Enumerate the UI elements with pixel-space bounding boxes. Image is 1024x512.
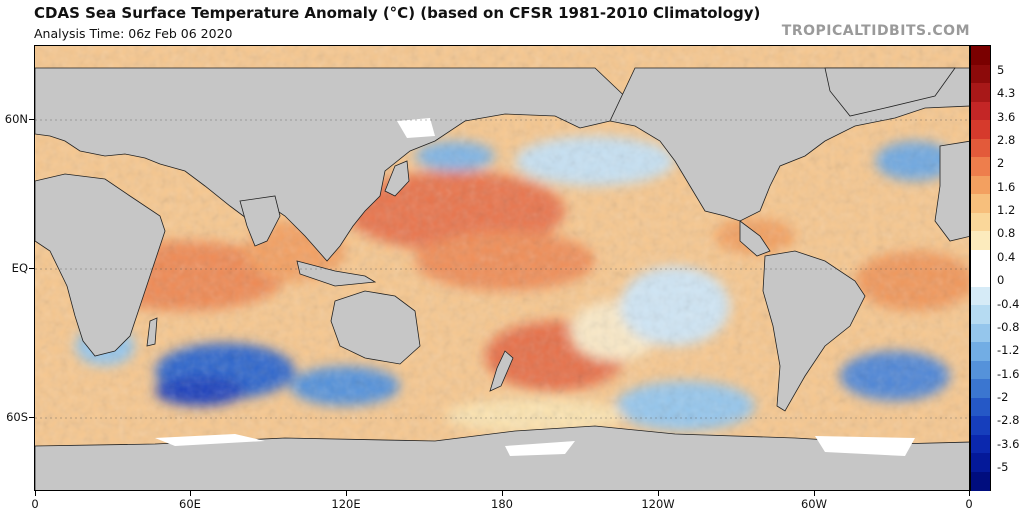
colorbar-segment <box>971 138 990 158</box>
lat-tick <box>29 417 34 418</box>
lat-label-eq: EQ <box>11 261 28 275</box>
colorbar-segment <box>971 157 990 177</box>
colorbar-segment <box>971 46 990 66</box>
lon-tick <box>35 491 36 496</box>
colorbar-segment <box>971 323 990 343</box>
colorbar-label: -1.2 <box>997 343 1020 358</box>
colorbar-segment <box>971 379 990 399</box>
colorbar-segment <box>971 471 990 491</box>
colorbar-segment <box>971 120 990 140</box>
colorbar-segment <box>971 360 990 380</box>
colorbar-label: -1.6 <box>997 366 1020 381</box>
colorbar-segment <box>971 101 990 121</box>
lon-label-120e: 120E <box>331 497 361 511</box>
colorbar-segment <box>971 397 990 417</box>
colorbar-label: -5 <box>997 460 1009 474</box>
colorbar-segment <box>971 175 990 195</box>
lon-tick <box>346 491 347 496</box>
lon-tick <box>814 491 815 496</box>
colorbar-segment <box>971 434 990 454</box>
lon-label-120w: 120W <box>641 497 675 511</box>
chart-title: CDAS Sea Surface Temperature Anomaly (°C… <box>34 4 761 22</box>
colorbar-segment <box>971 64 990 84</box>
colorbar-segment <box>971 212 990 232</box>
lat-tick <box>29 268 34 269</box>
colorbar-segment <box>971 305 990 325</box>
colorbar-label: 0.8 <box>997 226 1016 241</box>
colorbar-segment <box>971 342 990 362</box>
colorbar-label: 4.3 <box>997 86 1016 101</box>
lat-label-60s: 60S <box>6 410 28 424</box>
colorbar-label: 3.6 <box>997 109 1016 124</box>
lon-tick <box>658 491 659 496</box>
lat-tick <box>29 119 34 120</box>
colorbar-segment <box>971 83 990 103</box>
lon-tick <box>969 491 970 496</box>
analysis-time: Analysis Time: 06z Feb 06 2020 <box>34 26 233 41</box>
colorbar-label: 5 <box>997 63 1005 77</box>
lon-label-180: 180 <box>491 497 513 511</box>
colorbar-segment <box>971 416 990 436</box>
site-brand: TROPICALTIDBITS.COM <box>781 23 970 39</box>
colorbar-label: 2 <box>997 156 1005 171</box>
lon-label-60w: 60W <box>800 497 828 511</box>
map-canvas <box>35 46 969 490</box>
lon-tick <box>190 491 191 496</box>
colorbar-label: -0.8 <box>997 319 1020 334</box>
colorbar-segment <box>971 194 990 214</box>
graticule <box>35 119 969 419</box>
lon-tick <box>502 491 503 496</box>
colorbar-segment <box>971 286 990 306</box>
colorbar-label: 1.2 <box>997 203 1016 218</box>
lon-label-60e: 60E <box>179 497 201 511</box>
colorbar-segment <box>971 453 990 473</box>
colorbar-label: 1.6 <box>997 179 1016 194</box>
lon-label-0-left: 0 <box>31 497 39 511</box>
colorbar-label: -3.6 <box>997 436 1020 451</box>
sea-ice <box>155 118 915 456</box>
colorbar-label: -2 <box>997 389 1009 404</box>
land <box>35 67 969 490</box>
lon-label-0-right: 0 <box>965 497 973 511</box>
colorbar-label: 0.4 <box>997 249 1016 264</box>
colorbar <box>970 45 991 491</box>
colorbar-segment <box>971 268 990 288</box>
colorbar-label: -0.4 <box>997 296 1020 311</box>
lat-label-60n: 60N <box>4 112 28 126</box>
colorbar-label: 2.8 <box>997 133 1016 148</box>
colorbar-segment <box>971 249 990 269</box>
colorbar-label: -2.8 <box>997 413 1020 428</box>
sst-anomaly-map <box>34 45 970 491</box>
colorbar-label: 0 <box>997 273 1005 288</box>
colorbar-segment <box>971 231 990 251</box>
